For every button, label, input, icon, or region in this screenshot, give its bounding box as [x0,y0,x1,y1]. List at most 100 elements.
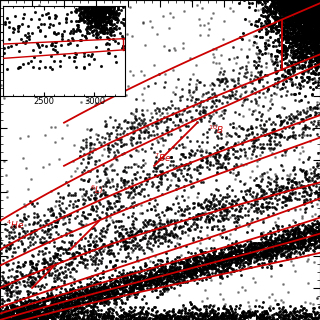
Point [94,8,100,13]
Point [211,265,216,270]
Point [87,152,92,157]
Point [62,246,68,252]
Point [281,72,286,77]
Point [313,1,318,6]
Point [4,316,10,320]
Point [179,271,184,276]
Point [141,123,147,128]
Point [97,291,102,296]
Point [157,318,162,320]
Point [91,300,96,305]
Point [220,316,225,320]
Point [220,316,225,320]
Point [301,236,306,241]
Point [190,237,195,242]
Point [306,319,311,320]
Point [14,278,19,283]
Point [300,34,306,39]
Point [283,68,288,73]
Point [291,311,296,316]
Point [295,17,300,22]
Point [223,198,228,204]
Point [220,268,226,273]
Point [88,286,93,291]
Point [288,48,293,53]
Point [165,313,170,318]
Point [317,4,320,10]
Point [316,7,320,12]
Point [188,0,194,3]
Point [311,11,316,16]
Point [3,278,8,283]
Point [50,297,55,302]
Point [265,6,270,11]
Point [31,312,36,317]
Point [94,20,99,26]
Point [239,258,244,263]
Point [287,313,292,318]
Point [264,199,269,204]
Point [308,24,313,29]
Point [69,251,74,256]
Point [228,303,233,308]
Point [199,259,204,264]
Point [127,276,132,282]
Point [305,3,310,8]
Point [5,311,10,316]
Point [304,22,309,27]
Point [277,6,282,11]
Point [276,216,281,221]
Point [240,100,245,105]
Point [317,184,320,189]
Point [35,303,40,308]
Point [310,11,315,16]
Point [295,238,300,244]
Point [283,44,288,49]
Point [208,191,213,196]
Point [19,238,24,244]
Point [66,308,71,314]
Point [312,36,317,42]
Point [312,61,317,67]
Point [34,309,39,314]
Point [236,197,241,202]
Point [278,15,283,20]
Point [223,208,228,213]
Point [156,237,161,243]
Point [298,2,303,7]
Point [303,0,308,4]
Point [144,319,149,320]
Point [270,253,275,258]
Point [52,296,57,301]
Point [201,270,206,275]
Point [72,319,77,320]
Point [132,312,137,317]
Point [63,250,68,255]
Point [40,304,45,309]
Point [22,308,28,313]
Point [35,259,40,264]
Point [274,63,279,68]
Point [267,315,272,320]
Point [87,127,92,132]
Point [171,306,176,311]
Point [306,18,311,23]
Point [147,196,152,202]
Point [315,105,320,110]
Point [294,7,300,12]
Point [285,40,291,45]
Point [154,185,159,190]
Point [257,316,262,320]
Point [137,243,142,248]
Point [146,192,151,197]
Point [302,19,307,24]
Point [260,111,265,116]
Point [135,318,140,320]
Point [111,33,116,38]
Point [283,5,288,11]
Point [290,7,295,12]
Point [304,4,309,9]
Point [314,18,319,23]
Point [224,154,229,159]
Point [43,245,48,250]
